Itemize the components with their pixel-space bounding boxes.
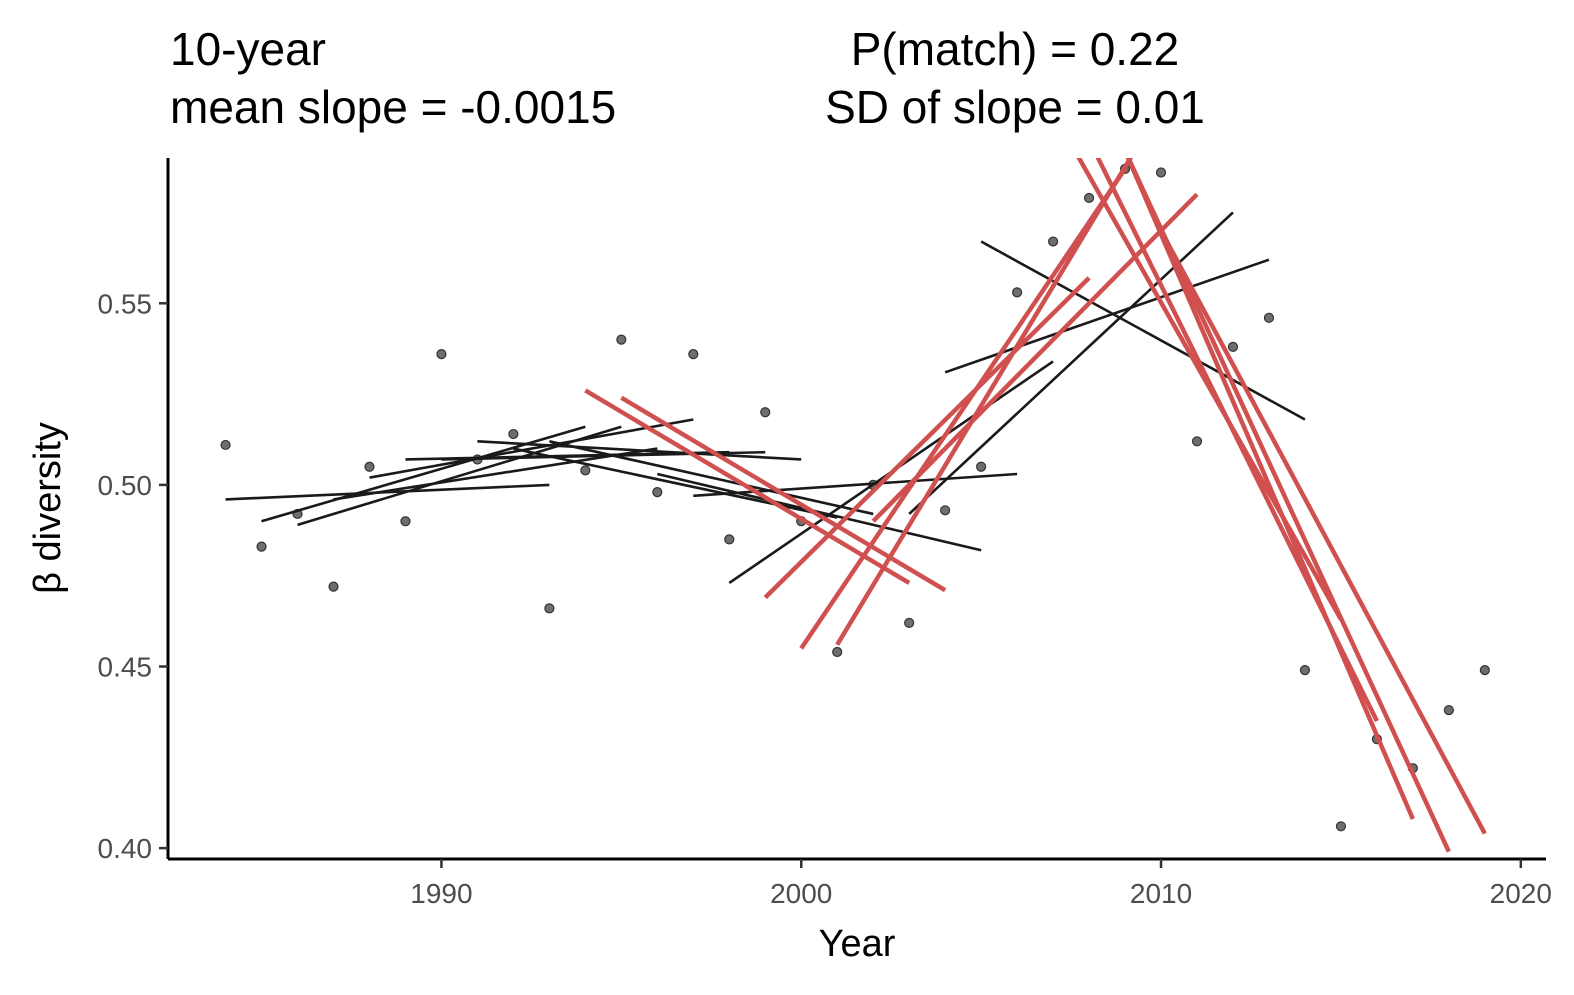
title-right-line-2: SD of slope = 0.01 (825, 81, 1205, 133)
x-tick-label: 1990 (410, 878, 472, 909)
matched-trend-line (799, 167, 1127, 650)
matched-trend-line (584, 388, 911, 585)
title-left-line-2: mean slope = -0.0015 (170, 81, 617, 133)
title-right: P(match) = 0.22 SD of slope = 0.01 (825, 20, 1205, 136)
data-point (1443, 704, 1454, 716)
data-point (1479, 665, 1490, 676)
data-point (1155, 167, 1167, 178)
data-point (688, 349, 699, 360)
x-tick-label: 2020 (1490, 878, 1552, 909)
data-point (940, 505, 951, 516)
trend-line (261, 425, 586, 523)
data-point (364, 461, 375, 472)
y-axis-title: β diversity (27, 422, 69, 594)
axes-layer (166, 158, 1546, 861)
title-right-line-1: P(match) = 0.22 (850, 23, 1180, 75)
matched-trend-line (1159, 229, 1487, 835)
data-point (220, 439, 231, 451)
data-point (1047, 236, 1059, 247)
data-point (544, 603, 555, 614)
matched-trend-line (871, 192, 1199, 523)
data-point (1083, 192, 1095, 204)
matched-trend-line (835, 158, 1134, 646)
data-point (400, 516, 411, 527)
title-left: 10-year mean slope = -0.0015 (170, 20, 616, 136)
data-point (508, 428, 519, 440)
data-point (580, 465, 591, 476)
data-point (832, 646, 843, 658)
ticks-layer: 1990 2000 2010 2020 0.40 0.45 0.50 0.55 (98, 288, 1552, 909)
x-tick-label: 2010 (1130, 878, 1192, 909)
data-point (1335, 821, 1347, 832)
title-left-line-1: 10-year (170, 23, 326, 75)
y-tick-label: 0.55 (98, 288, 153, 319)
data-point (436, 349, 447, 360)
y-tick-label: 0.50 (98, 470, 153, 501)
data-point (976, 461, 987, 472)
trend-line (549, 440, 874, 516)
trend-line (693, 472, 1018, 498)
matched-trend-line (763, 276, 1091, 600)
data-point (1263, 312, 1275, 323)
data-point (760, 407, 771, 418)
trend-line (369, 418, 694, 479)
trend-lines-layer (225, 158, 1487, 853)
y-tick-label: 0.45 (98, 651, 153, 682)
trend-line (657, 472, 982, 552)
y-tick-label: 0.40 (98, 833, 153, 864)
trend-line (477, 440, 802, 461)
data-point (904, 617, 915, 629)
data-point (256, 541, 267, 552)
data-point (1012, 287, 1023, 298)
data-point (724, 534, 735, 545)
data-point (328, 581, 339, 592)
data-point (616, 334, 627, 345)
data-point (1191, 436, 1203, 447)
data-point (652, 487, 663, 498)
data-point (1227, 341, 1239, 352)
data-point (1299, 665, 1311, 676)
x-axis-title: Year (819, 923, 896, 965)
matched-trend-line (620, 395, 947, 593)
trend-line (980, 240, 1306, 421)
x-tick-label: 2000 (770, 878, 832, 909)
